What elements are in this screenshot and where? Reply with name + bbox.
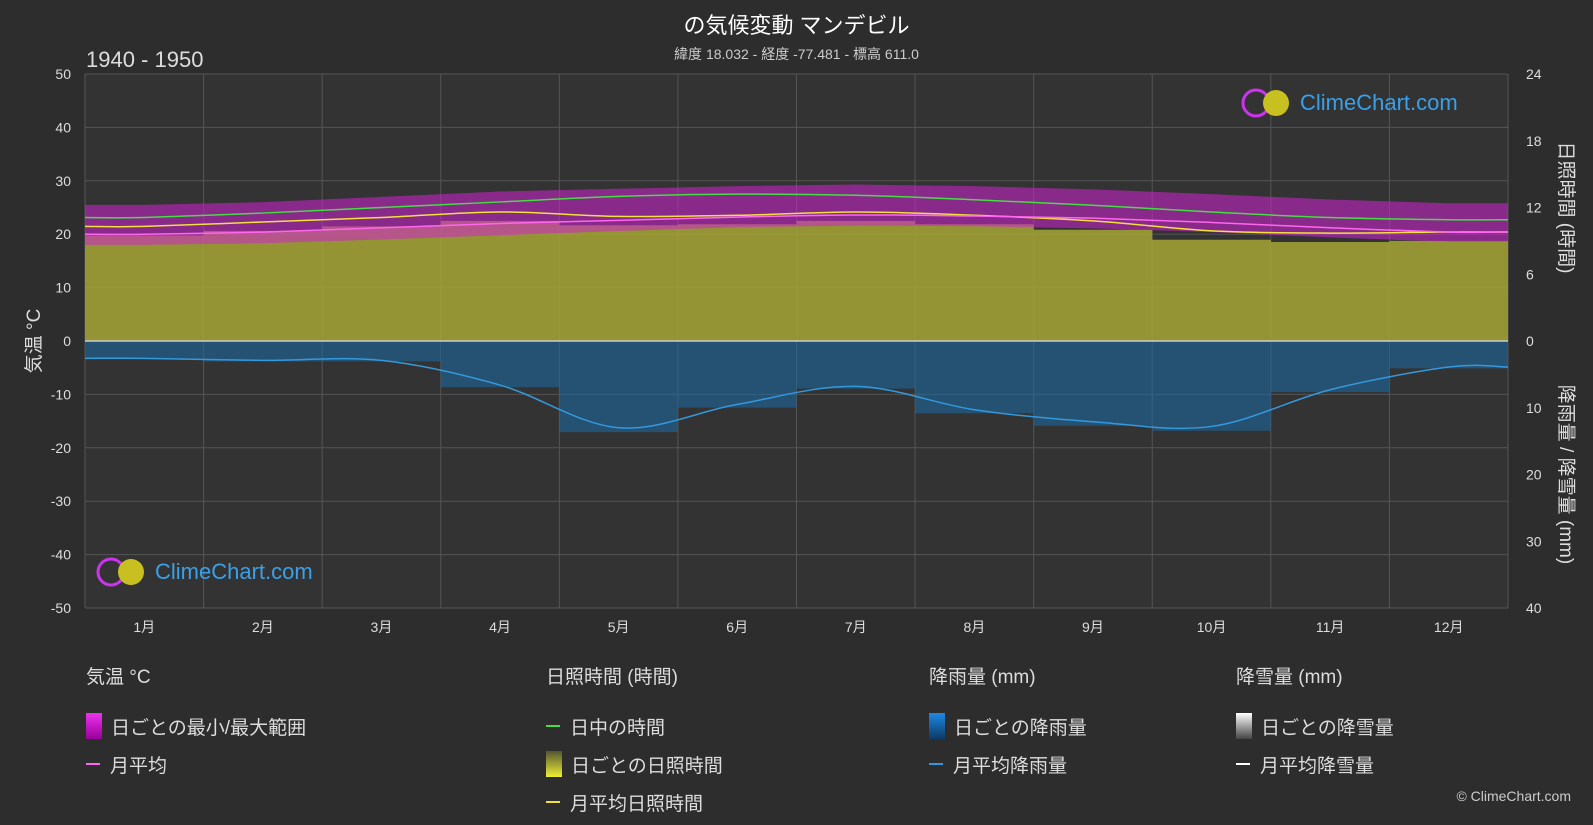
legend-label: 月平均 xyxy=(110,755,168,777)
right-bottom-axis-title: 降雨量 / 降雪量 (mm) xyxy=(1555,385,1577,564)
right-top-tick-label: 6 xyxy=(1526,266,1534,282)
legend-item: 月平均 xyxy=(86,745,306,783)
sunshine-avg-line xyxy=(84,211,1509,234)
right-bottom-tick-label: 40 xyxy=(1526,600,1542,616)
left-tick-label: -50 xyxy=(51,600,71,616)
temp-range-swatch xyxy=(86,713,102,739)
month-label: 6月 xyxy=(726,619,748,635)
right-top-axis-title: 日照時間 (時間) xyxy=(1555,142,1577,274)
logo-bottom[interactable]: ClimeChart.com xyxy=(95,556,313,588)
right-bottom-tick-label: 20 xyxy=(1526,467,1542,483)
left-tick-label: 40 xyxy=(55,119,71,135)
legend-label: 日ごとの日照時間 xyxy=(571,755,723,777)
sunshine-avg-swatch xyxy=(546,801,560,803)
month-label: 11月 xyxy=(1316,619,1345,635)
legend-rain-title: 降雨量 (mm) xyxy=(929,667,1036,688)
month-label: 12月 xyxy=(1434,619,1464,635)
legend-label: 月平均降雨量 xyxy=(953,755,1068,777)
climate-chart: 50 40 30 20 10 0 -10 -20 -30 -40 -50 24 18 12 6 0 10 20 30… xyxy=(23,66,1577,635)
legend-item: 月平均降雨量 xyxy=(929,745,1087,783)
right-top-tick-label: 12 xyxy=(1526,200,1542,216)
right-bottom-tick-label: 30 xyxy=(1526,533,1542,549)
legend-label: 日ごとの降雨量 xyxy=(954,717,1087,739)
legend-item: 日ごとの日照時間 xyxy=(546,745,723,783)
rain-avg-line xyxy=(84,357,1509,430)
temp-avg-swatch xyxy=(86,763,100,765)
legend-item: 日ごとの降雨量 xyxy=(929,707,1087,745)
month-label: 8月 xyxy=(963,619,985,635)
left-tick-label: -10 xyxy=(51,386,71,402)
legend-item: 月平均降雪量 xyxy=(1236,745,1394,783)
month-label: 10月 xyxy=(1197,619,1227,635)
legend-sunshine: 日照時間 (時間) 日中の時間 日ごとの日照時間 月平均日照時間 xyxy=(546,662,723,821)
rain-avg-swatch xyxy=(929,763,943,765)
legend-item: 月平均日照時間 xyxy=(546,783,723,821)
left-tick-label: -30 xyxy=(51,493,71,509)
logo-text: ClimeChart.com xyxy=(155,559,313,584)
month-label: 5月 xyxy=(608,619,630,635)
legend-label: 日ごとの降雪量 xyxy=(1261,717,1394,739)
month-label: 3月 xyxy=(371,619,393,635)
snow-avg-swatch xyxy=(1236,763,1250,765)
legend-label: 日中の時間 xyxy=(570,717,666,739)
legend-item: 日中の時間 xyxy=(546,707,723,745)
left-tick-label: 10 xyxy=(55,280,71,296)
logo-icon xyxy=(96,557,144,587)
period-label: 1940 - 1950 xyxy=(86,47,204,72)
left-tick-label: -20 xyxy=(51,440,71,456)
left-tick-label: 20 xyxy=(55,226,71,242)
logo-text: ClimeChart.com xyxy=(1300,90,1458,115)
chart-title: の気候変動 マンデビル xyxy=(683,13,910,38)
sunshine-daily-area xyxy=(85,220,1508,341)
legend-temperature-title: 気温 °C xyxy=(86,667,151,688)
logo-top[interactable]: ClimeChart.com xyxy=(1240,87,1458,119)
right-top-tick-label: 18 xyxy=(1526,133,1542,149)
temperature-range-band xyxy=(85,184,1508,245)
right-top-tick-label: 0 xyxy=(1526,333,1534,349)
snow-swatch xyxy=(1236,713,1252,739)
legend-label: 月平均降雪量 xyxy=(1260,755,1375,777)
legend-snow: 降雪量 (mm) 日ごとの降雪量 月平均降雪量 xyxy=(1236,662,1394,783)
left-tick-label: 0 xyxy=(63,333,71,349)
right-bottom-tick-label: 10 xyxy=(1526,400,1542,416)
logo-icon xyxy=(1241,88,1289,118)
legend-temperature: 気温 °C 日ごとの最小/最大範囲 月平均 xyxy=(86,662,306,783)
month-label: 7月 xyxy=(845,619,867,635)
sunshine-swatch xyxy=(546,751,562,777)
month-label: 2月 xyxy=(252,619,274,635)
left-axis-title: 気温 °C xyxy=(23,309,45,374)
temperature-avg-line xyxy=(84,214,1509,236)
month-label: 1月 xyxy=(133,619,155,635)
legend-item: 日ごとの最小/最大範囲 xyxy=(86,707,306,745)
daylight-swatch xyxy=(546,725,560,727)
legend-snow-title: 降雪量 (mm) xyxy=(1236,667,1343,688)
rain-daily-area xyxy=(85,341,1508,433)
legend-sunshine-title: 日照時間 (時間) xyxy=(546,667,678,688)
legend-label: 日ごとの最小/最大範囲 xyxy=(111,717,307,739)
daylight-line xyxy=(84,193,1509,221)
left-tick-label: 30 xyxy=(55,173,71,189)
chart-subtitle: 緯度 18.032 - 経度 -77.481 - 標高 611.0 xyxy=(674,46,919,62)
left-tick-label: 50 xyxy=(55,66,71,82)
legend-item: 日ごとの降雪量 xyxy=(1236,707,1394,745)
legend-rain: 降雨量 (mm) 日ごとの降雨量 月平均降雨量 xyxy=(929,662,1087,783)
month-label: 4月 xyxy=(489,619,511,635)
rain-swatch xyxy=(929,713,945,739)
left-tick-label: -40 xyxy=(51,547,71,563)
legend-label: 月平均日照時間 xyxy=(570,793,704,815)
month-label: 9月 xyxy=(1082,619,1104,635)
copyright: © ClimeChart.com xyxy=(1456,788,1571,804)
right-top-tick-label: 24 xyxy=(1526,66,1542,82)
